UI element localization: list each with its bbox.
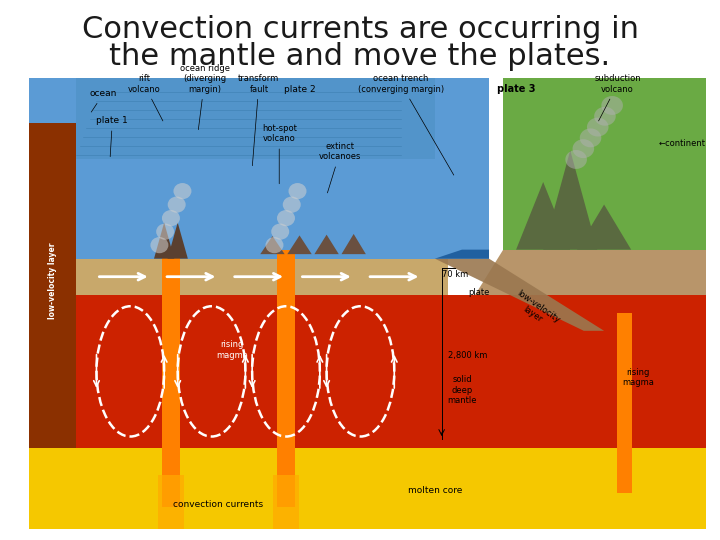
Ellipse shape xyxy=(266,237,284,253)
FancyBboxPatch shape xyxy=(277,249,294,507)
Polygon shape xyxy=(475,249,706,295)
Text: ocean trench
(converging margin): ocean trench (converging margin) xyxy=(358,75,454,175)
Text: rising
magma: rising magma xyxy=(622,368,654,387)
FancyBboxPatch shape xyxy=(29,259,449,295)
Ellipse shape xyxy=(572,139,594,158)
Text: molten core: molten core xyxy=(408,486,462,495)
Text: plate 1: plate 1 xyxy=(96,117,128,157)
Ellipse shape xyxy=(580,129,601,147)
Text: ocean ridge
(diverging
margin): ocean ridge (diverging margin) xyxy=(180,64,230,130)
Polygon shape xyxy=(260,236,284,254)
Polygon shape xyxy=(543,151,598,249)
Ellipse shape xyxy=(594,107,616,126)
Text: ←continent: ←continent xyxy=(658,139,705,148)
Text: extinct
volcanoes: extinct volcanoes xyxy=(319,142,361,193)
Polygon shape xyxy=(516,182,570,249)
Ellipse shape xyxy=(168,197,186,213)
Ellipse shape xyxy=(601,96,623,115)
Polygon shape xyxy=(435,249,489,259)
FancyBboxPatch shape xyxy=(617,313,631,493)
Polygon shape xyxy=(315,235,339,254)
FancyBboxPatch shape xyxy=(76,78,435,159)
Text: hot-spot
volcano: hot-spot volcano xyxy=(262,124,297,184)
Text: 2,800 km: 2,800 km xyxy=(449,351,487,360)
Text: solid
deep
mantle: solid deep mantle xyxy=(447,375,477,405)
Text: convection currents: convection currents xyxy=(174,500,264,509)
Text: low-velocity
layer: low-velocity layer xyxy=(509,288,562,333)
Polygon shape xyxy=(168,222,188,259)
Polygon shape xyxy=(341,234,366,254)
FancyBboxPatch shape xyxy=(273,475,299,529)
Ellipse shape xyxy=(150,237,168,253)
Ellipse shape xyxy=(565,150,587,169)
Text: Convection currents are occurring in: Convection currents are occurring in xyxy=(81,15,639,44)
FancyBboxPatch shape xyxy=(29,448,706,529)
FancyBboxPatch shape xyxy=(162,249,179,507)
Ellipse shape xyxy=(587,118,608,137)
Polygon shape xyxy=(503,78,706,249)
FancyBboxPatch shape xyxy=(158,475,184,529)
Polygon shape xyxy=(577,205,631,249)
FancyBboxPatch shape xyxy=(29,78,489,259)
Text: transform
fault: transform fault xyxy=(238,75,279,166)
Polygon shape xyxy=(287,235,312,254)
Text: rising
magma: rising magma xyxy=(216,340,248,360)
Text: plate: plate xyxy=(469,288,490,297)
Text: ocean: ocean xyxy=(90,89,117,112)
Ellipse shape xyxy=(271,224,289,240)
Ellipse shape xyxy=(156,224,174,240)
Text: subduction
volcano: subduction volcano xyxy=(594,75,641,121)
Ellipse shape xyxy=(289,183,307,199)
Ellipse shape xyxy=(283,197,301,213)
Text: rift
volcano: rift volcano xyxy=(127,75,163,121)
Text: the mantle and move the plates.: the mantle and move the plates. xyxy=(109,42,611,71)
Text: low-velocity layer: low-velocity layer xyxy=(48,243,57,320)
Text: plate 2: plate 2 xyxy=(284,85,315,94)
Ellipse shape xyxy=(162,210,180,226)
Text: 70 km: 70 km xyxy=(441,269,468,279)
Text: plate 3: plate 3 xyxy=(497,84,536,94)
Polygon shape xyxy=(154,222,174,259)
Ellipse shape xyxy=(277,210,295,226)
Polygon shape xyxy=(29,124,76,448)
Polygon shape xyxy=(435,259,604,331)
Ellipse shape xyxy=(174,183,192,199)
FancyBboxPatch shape xyxy=(29,295,706,448)
